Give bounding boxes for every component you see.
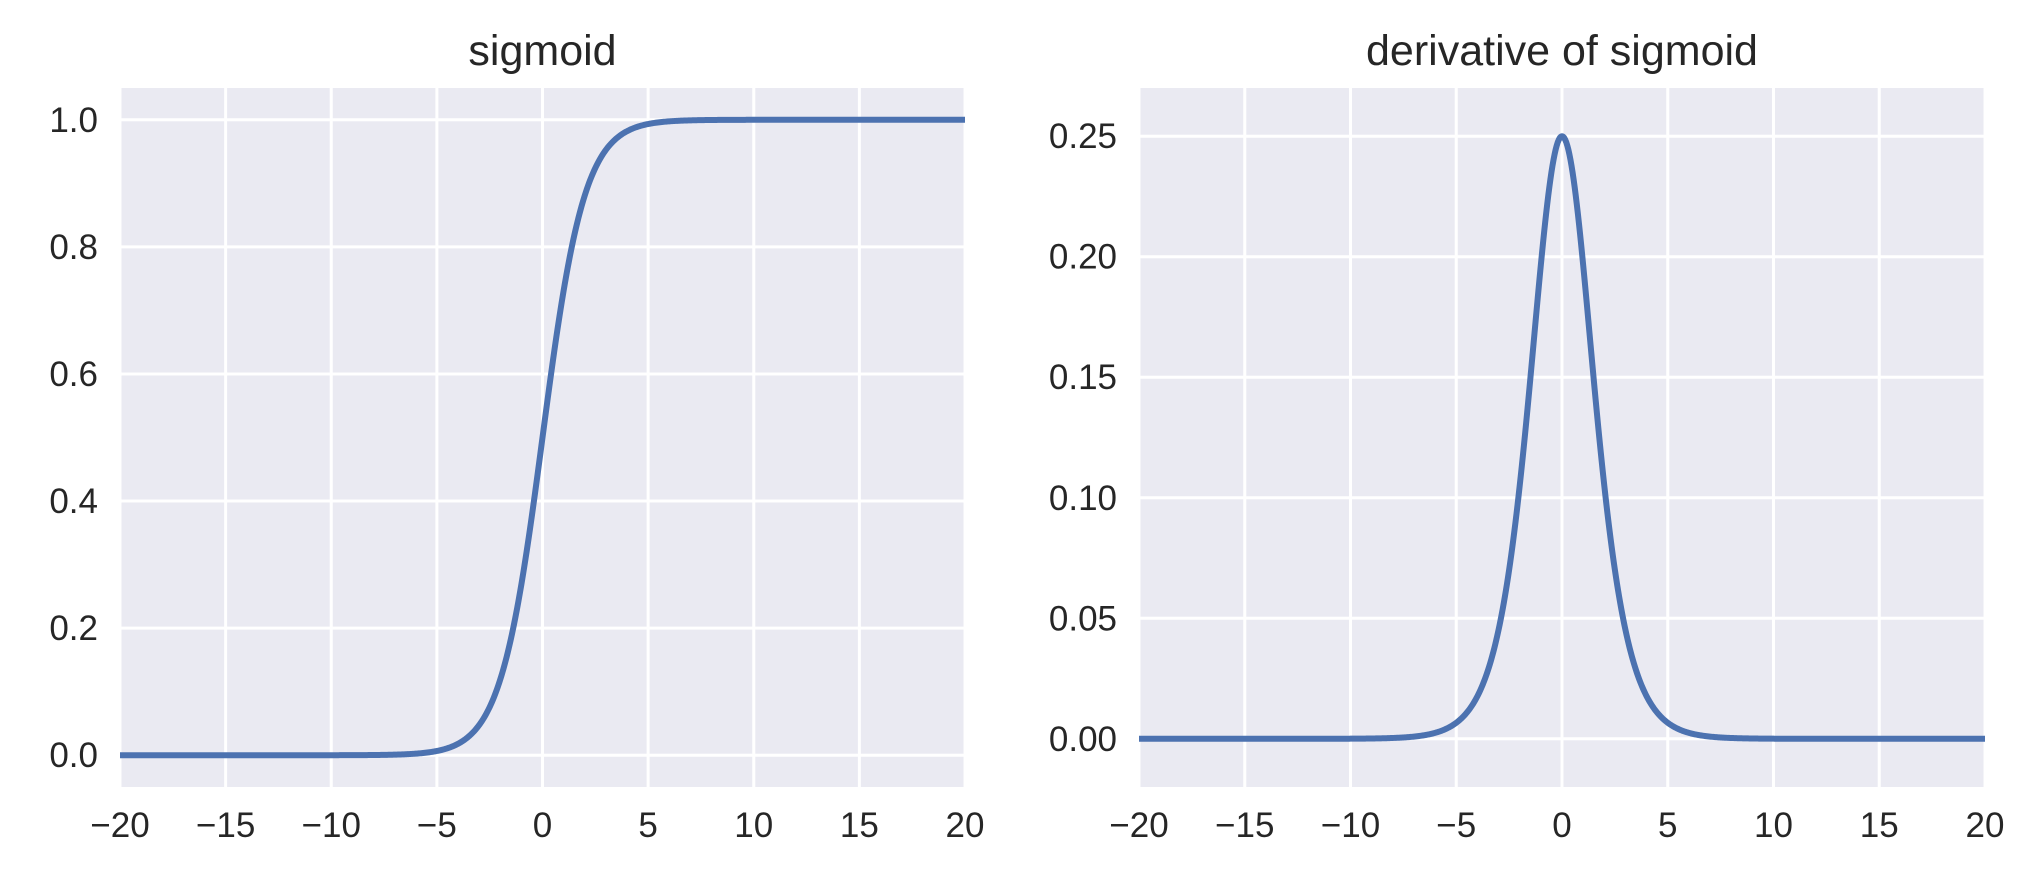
sigmoid-series-line [118, 116, 967, 759]
derivative-x-tick-label: −10 [1321, 806, 1380, 845]
derivative-chart-title: derivative of sigmoid [1366, 27, 1758, 75]
derivative-x-tick-label: 5 [1658, 806, 1677, 845]
sigmoid-x-tick-label: −5 [417, 806, 457, 845]
sigmoid-y-tick-label: 0.6 [49, 355, 98, 394]
sigmoid-panel: −20 −15 −10 −5 0 5 10 15 20 0.0 0.2 0.4 0.6 0.8 1.0 sig… [49, 27, 984, 845]
sigmoid-x-tick-label: 20 [946, 806, 985, 845]
derivative-series-line [1137, 133, 1987, 742]
derivative-x-tick-label: 20 [1966, 806, 2005, 845]
derivative-x-tick-label: 10 [1754, 806, 1793, 845]
derivative-x-tick-label: −20 [1109, 806, 1168, 845]
sigmoid-y-tick-label: 0.2 [49, 609, 98, 648]
sigmoid-x-tick-label: 15 [840, 806, 879, 845]
sigmoid-x-tick-label: 0 [533, 806, 552, 845]
derivative-y-tick-label: 0.25 [1049, 117, 1117, 156]
sigmoid-y-tick-label: 1.0 [49, 101, 98, 140]
derivative-y-tick-label: 0.00 [1049, 720, 1117, 759]
sigmoid-derivative-panel: −20 −15 −10 −5 0 5 10 15 20 0.00 0.05 0.10 0.15 0.20 0… [1049, 27, 2005, 845]
sigmoid-y-tick-label: 0.0 [49, 736, 98, 775]
sigmoid-x-tick-label: 5 [638, 806, 657, 845]
sigmoid-chart-title: sigmoid [468, 27, 616, 75]
sigmoid-y-tick-label: 0.8 [49, 228, 98, 267]
sigmoid-x-tick-label: −20 [90, 806, 149, 845]
derivative-y-tick-label: 0.10 [1049, 479, 1117, 518]
derivative-y-tick-label: 0.15 [1049, 358, 1117, 397]
derivative-y-tick-label: 0.05 [1049, 599, 1117, 638]
derivative-x-tick-label: −5 [1436, 806, 1476, 845]
derivative-x-tick-label: 0 [1552, 806, 1571, 845]
derivative-x-tick-label: 15 [1860, 806, 1899, 845]
derivative-y-tick-label: 0.20 [1049, 238, 1117, 277]
sigmoid-x-tick-label: −15 [196, 806, 255, 845]
sigmoid-x-tick-label: −10 [302, 806, 361, 845]
derivative-x-tick-label: −15 [1215, 806, 1274, 845]
sigmoid-x-tick-label: 10 [734, 806, 773, 845]
sigmoid-y-tick-label: 0.4 [49, 482, 98, 521]
